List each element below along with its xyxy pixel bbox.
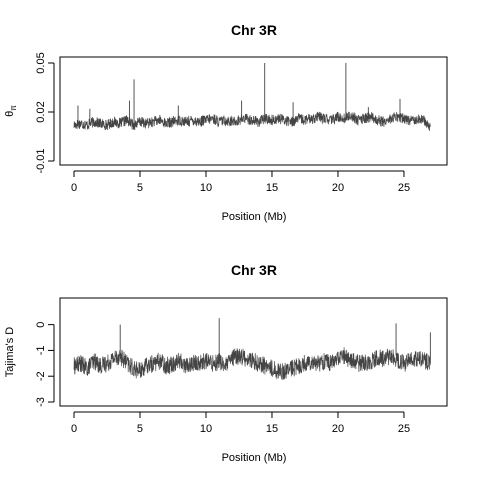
y-tick-label: -3	[35, 397, 47, 407]
data-trace-tajima	[73, 347, 431, 380]
theta-pi-panel: Chr 3R 0 5 10 15 20 25 Position (Mb) -0.01 0.02 0.…	[4, 22, 448, 223]
y-tick-label: -1	[35, 346, 47, 356]
chart-title-tajima: Chr 3R	[231, 262, 277, 278]
y-tick-label: 0.05	[35, 52, 47, 73]
y-axis-label-tajima: Tajima's D	[4, 327, 16, 377]
x-tick-label: 5	[137, 423, 143, 435]
x-axis-theta: 0 5 10 15 20 25	[71, 170, 410, 194]
x-tick-label: 10	[200, 423, 212, 435]
x-tick-label: 15	[266, 423, 278, 435]
x-tick-label: 20	[332, 423, 344, 435]
plot-frame-tajima	[59, 297, 448, 407]
y-axis-theta: -0.01 0.02 0.05	[35, 52, 55, 174]
x-tick-label: 25	[398, 182, 410, 194]
x-tick-label: 20	[332, 182, 344, 194]
data-trace-theta	[73, 111, 431, 131]
y-tick-label: -0.01	[35, 148, 47, 173]
x-tick-label: 5	[137, 182, 143, 194]
y-tick-label: -2	[35, 371, 47, 381]
chart-title-theta: Chr 3R	[231, 22, 277, 38]
x-tick-label: 0	[71, 423, 77, 435]
x-axis-tajima: 0 5 10 15 20 25	[71, 411, 410, 435]
x-tick-label: 10	[200, 182, 212, 194]
y-axis-label-theta: θπ	[4, 105, 18, 117]
plot-frame-theta	[59, 56, 448, 166]
x-tick-label: 25	[398, 423, 410, 435]
y-tick-label: 0	[35, 322, 47, 328]
x-axis-label-theta: Position (Mb)	[222, 211, 287, 223]
y-tick-label: 0.02	[35, 101, 47, 122]
x-tick-label: 15	[266, 182, 278, 194]
x-axis-label-tajima: Position (Mb)	[222, 452, 287, 464]
tajimas-d-panel: Chr 3R 0 5 10 15 20 25 Position (Mb) -3 -2 -1 0 Taji…	[4, 262, 448, 464]
y-axis-tajima: -3 -2 -1 0	[35, 322, 55, 407]
x-tick-label: 0	[71, 182, 77, 194]
